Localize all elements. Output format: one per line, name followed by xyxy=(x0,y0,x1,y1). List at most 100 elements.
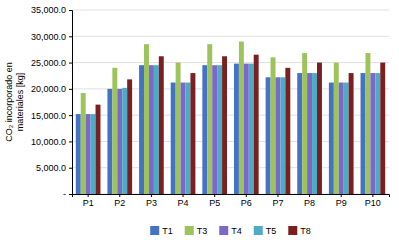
bar xyxy=(222,56,227,194)
grid xyxy=(72,10,389,194)
bar xyxy=(181,83,186,194)
y-tick: 30,000.0 xyxy=(31,32,72,42)
bar-series xyxy=(81,42,371,194)
x-tick-mark xyxy=(214,194,215,197)
legend-label: T3 xyxy=(197,226,208,236)
bar xyxy=(91,114,96,194)
bar-series xyxy=(91,64,381,194)
bar xyxy=(239,42,244,194)
x-tick-label: P8 xyxy=(304,198,315,208)
legend-item: T8 xyxy=(288,226,311,236)
y-tick-mark xyxy=(69,168,72,169)
x-tick: P4 xyxy=(178,194,189,208)
bar xyxy=(334,63,339,194)
bar xyxy=(139,65,144,194)
legend-swatch xyxy=(254,226,263,235)
y-tick-label: 5,000.0 xyxy=(36,163,66,173)
y-tick: 10,000.0 xyxy=(31,137,72,147)
x-axis: P1 P2 P3 P4 P5 P6 P7 P8 P9 P10 xyxy=(73,194,390,208)
x-tick-label: P5 xyxy=(209,198,220,208)
chart-container: -5,000.010,000.015,000.020,000.025,000.0… xyxy=(0,0,399,240)
bar xyxy=(112,68,117,194)
grid-line xyxy=(72,10,389,11)
y-tick-mark xyxy=(69,115,72,116)
x-tick-label: P3 xyxy=(146,198,157,208)
bar xyxy=(176,63,181,194)
y-tick-mark xyxy=(69,194,72,195)
bar xyxy=(317,63,322,194)
bar xyxy=(375,73,380,194)
grid-line xyxy=(72,36,389,37)
x-tick: P7 xyxy=(272,194,283,208)
bar xyxy=(344,83,349,194)
bar xyxy=(275,77,280,194)
bar xyxy=(349,73,354,194)
bar xyxy=(217,65,222,194)
x-tick-label: P6 xyxy=(241,198,252,208)
legend-label: T8 xyxy=(300,226,311,236)
bar xyxy=(249,64,254,194)
bar xyxy=(81,93,86,194)
plot: -5,000.010,000.015,000.020,000.025,000.0… xyxy=(31,5,390,208)
x-tick: P1 xyxy=(83,194,94,208)
bar xyxy=(302,53,307,194)
y-tick-label: 20,000.0 xyxy=(31,84,66,94)
legend-label: T4 xyxy=(231,226,242,236)
y-tick-mark xyxy=(69,63,72,64)
y-axis-title-line: materiales [kg] xyxy=(15,73,25,132)
y-axis-title: CO₂ incorporado enmateriales [kg] xyxy=(4,62,25,142)
bar xyxy=(127,79,132,194)
legend-swatch xyxy=(288,226,297,235)
bar xyxy=(96,105,101,194)
legend-item: T1 xyxy=(150,226,173,236)
y-tick-mark xyxy=(69,10,72,11)
legend: T1 T3 T4 T5 T8 xyxy=(150,226,311,236)
bar xyxy=(107,89,112,194)
x-tick: P9 xyxy=(336,194,347,208)
y-tick: 35,000.0 xyxy=(31,5,72,15)
legend-item: T5 xyxy=(254,226,277,236)
y-tick-mark xyxy=(69,89,72,90)
x-tick: P10 xyxy=(365,194,381,208)
x-tick-label: P1 xyxy=(83,198,94,208)
x-tick-label: P10 xyxy=(365,198,381,208)
y-tick: 25,000.0 xyxy=(31,58,72,68)
x-tick-mark xyxy=(119,194,120,197)
bars xyxy=(76,42,385,194)
y-tick-mark xyxy=(69,36,72,37)
bar xyxy=(307,73,312,194)
legend-swatch xyxy=(185,226,194,235)
bar xyxy=(380,63,385,194)
legend-item: T4 xyxy=(219,226,242,236)
bar xyxy=(144,44,149,194)
bar-series xyxy=(76,64,366,194)
x-tick-mark xyxy=(372,194,373,197)
chart-svg: -5,000.010,000.015,000.020,000.025,000.0… xyxy=(0,0,399,240)
y-tick-label: 35,000.0 xyxy=(31,5,66,15)
legend-swatch xyxy=(150,226,159,235)
bar xyxy=(297,73,302,194)
bar-series xyxy=(86,64,376,194)
x-tick: P8 xyxy=(304,194,315,208)
grid-line xyxy=(72,62,389,63)
bar xyxy=(207,44,212,194)
legend-swatch xyxy=(219,226,228,235)
x-tick: P6 xyxy=(241,194,252,208)
y-tick-label: - xyxy=(63,189,66,199)
bar xyxy=(76,114,81,194)
bar xyxy=(244,64,249,194)
x-tick: P5 xyxy=(209,194,220,208)
legend-label: T5 xyxy=(266,226,277,236)
x-tick-mark xyxy=(277,194,278,197)
x-tick: P2 xyxy=(114,194,125,208)
bar xyxy=(370,73,375,194)
x-tick: P3 xyxy=(146,194,157,208)
x-tick-mark xyxy=(88,194,89,197)
bar xyxy=(171,83,176,194)
bar xyxy=(202,65,207,194)
x-tick-mark xyxy=(183,194,184,197)
bar xyxy=(149,65,154,194)
y-axis-line xyxy=(69,11,73,195)
y-tick-label: 25,000.0 xyxy=(31,58,66,68)
bar xyxy=(365,53,370,194)
